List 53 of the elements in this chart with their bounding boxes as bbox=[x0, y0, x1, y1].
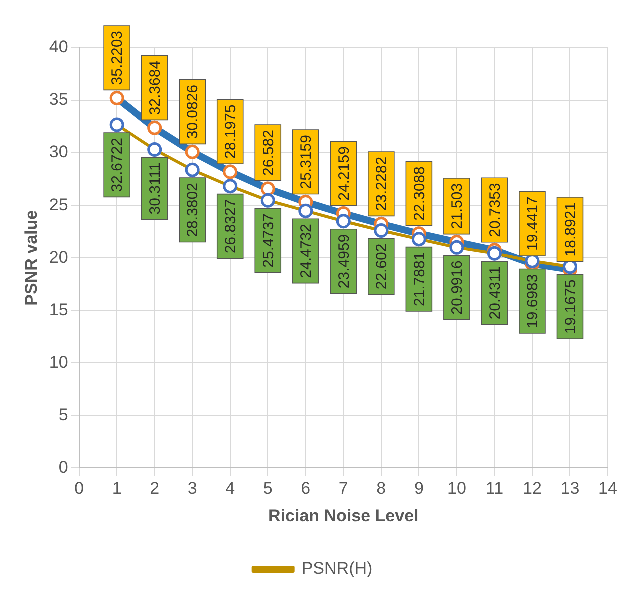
data-label: 22.602 bbox=[374, 244, 391, 290]
x-tick-label: 0 bbox=[74, 479, 84, 498]
data-label: 25.4737 bbox=[260, 214, 278, 268]
data-label: 30.3111 bbox=[146, 162, 164, 215]
x-tick-label: 9 bbox=[414, 479, 424, 498]
x-tick-label: 6 bbox=[301, 479, 311, 498]
x-tick-label: 10 bbox=[447, 479, 466, 498]
y-tick-label: 0 bbox=[58, 458, 68, 477]
x-tick-label: 8 bbox=[376, 479, 386, 498]
x-tick-label: 2 bbox=[150, 479, 160, 498]
data-label: 26.8327 bbox=[222, 199, 240, 254]
x-tick-label: 4 bbox=[226, 479, 236, 498]
y-tick-label: 5 bbox=[58, 405, 68, 424]
data-label: 20.7353 bbox=[486, 183, 504, 238]
data-label: 35.2203 bbox=[109, 30, 126, 86]
y-tick-label: 10 bbox=[49, 352, 68, 372]
data-label: 28.1975 bbox=[222, 104, 240, 159]
data-label: 30.0826 bbox=[184, 84, 202, 140]
x-tick-label: 7 bbox=[338, 479, 348, 498]
data-label: 26.582 bbox=[260, 130, 278, 176]
x-tick-label: 11 bbox=[486, 479, 504, 498]
data-label: 19.6983 bbox=[524, 274, 542, 328]
data-label: 25.3159 bbox=[298, 135, 316, 190]
x-tick-label: 13 bbox=[560, 479, 580, 498]
data-label: 20.4311 bbox=[486, 266, 504, 320]
y-axis-title: PSNR value bbox=[22, 210, 41, 306]
data-label: 19.1675 bbox=[562, 280, 580, 334]
x-tick-label: 3 bbox=[188, 479, 198, 498]
x-tick-label: 1 bbox=[112, 479, 122, 498]
data-label: 32.3684 bbox=[146, 60, 164, 116]
data-label: 23.2282 bbox=[374, 156, 391, 212]
y-tick-label: 25 bbox=[49, 195, 68, 214]
x-axis-title: Rician Noise Level bbox=[268, 506, 419, 526]
data-label: 24.2159 bbox=[336, 146, 353, 201]
x-tick-label: 12 bbox=[523, 479, 542, 498]
data-label: 32.6722 bbox=[109, 138, 126, 192]
data-label: 28.3802 bbox=[184, 183, 202, 238]
data-label: 19.4417 bbox=[524, 196, 542, 251]
y-tick-label: 30 bbox=[49, 142, 68, 162]
y-tick-label: 20 bbox=[49, 248, 68, 267]
data-label: 24.4732 bbox=[298, 224, 316, 278]
data-label: 22.3088 bbox=[411, 166, 428, 221]
data-label: 21.7881 bbox=[411, 252, 428, 307]
data-label: 18.8921 bbox=[562, 202, 580, 257]
data-label: 21.503 bbox=[449, 183, 466, 230]
data-label: 20.9916 bbox=[449, 260, 466, 315]
x-tick-label: 14 bbox=[598, 479, 618, 498]
data-label: 23.4959 bbox=[336, 234, 353, 289]
legend-label: PSNR(H) bbox=[302, 559, 373, 578]
y-tick-label: 35 bbox=[49, 90, 68, 110]
y-tick-label: 15 bbox=[49, 300, 68, 320]
y-tick-label: 40 bbox=[49, 38, 68, 57]
x-tick-label: 5 bbox=[263, 479, 273, 498]
